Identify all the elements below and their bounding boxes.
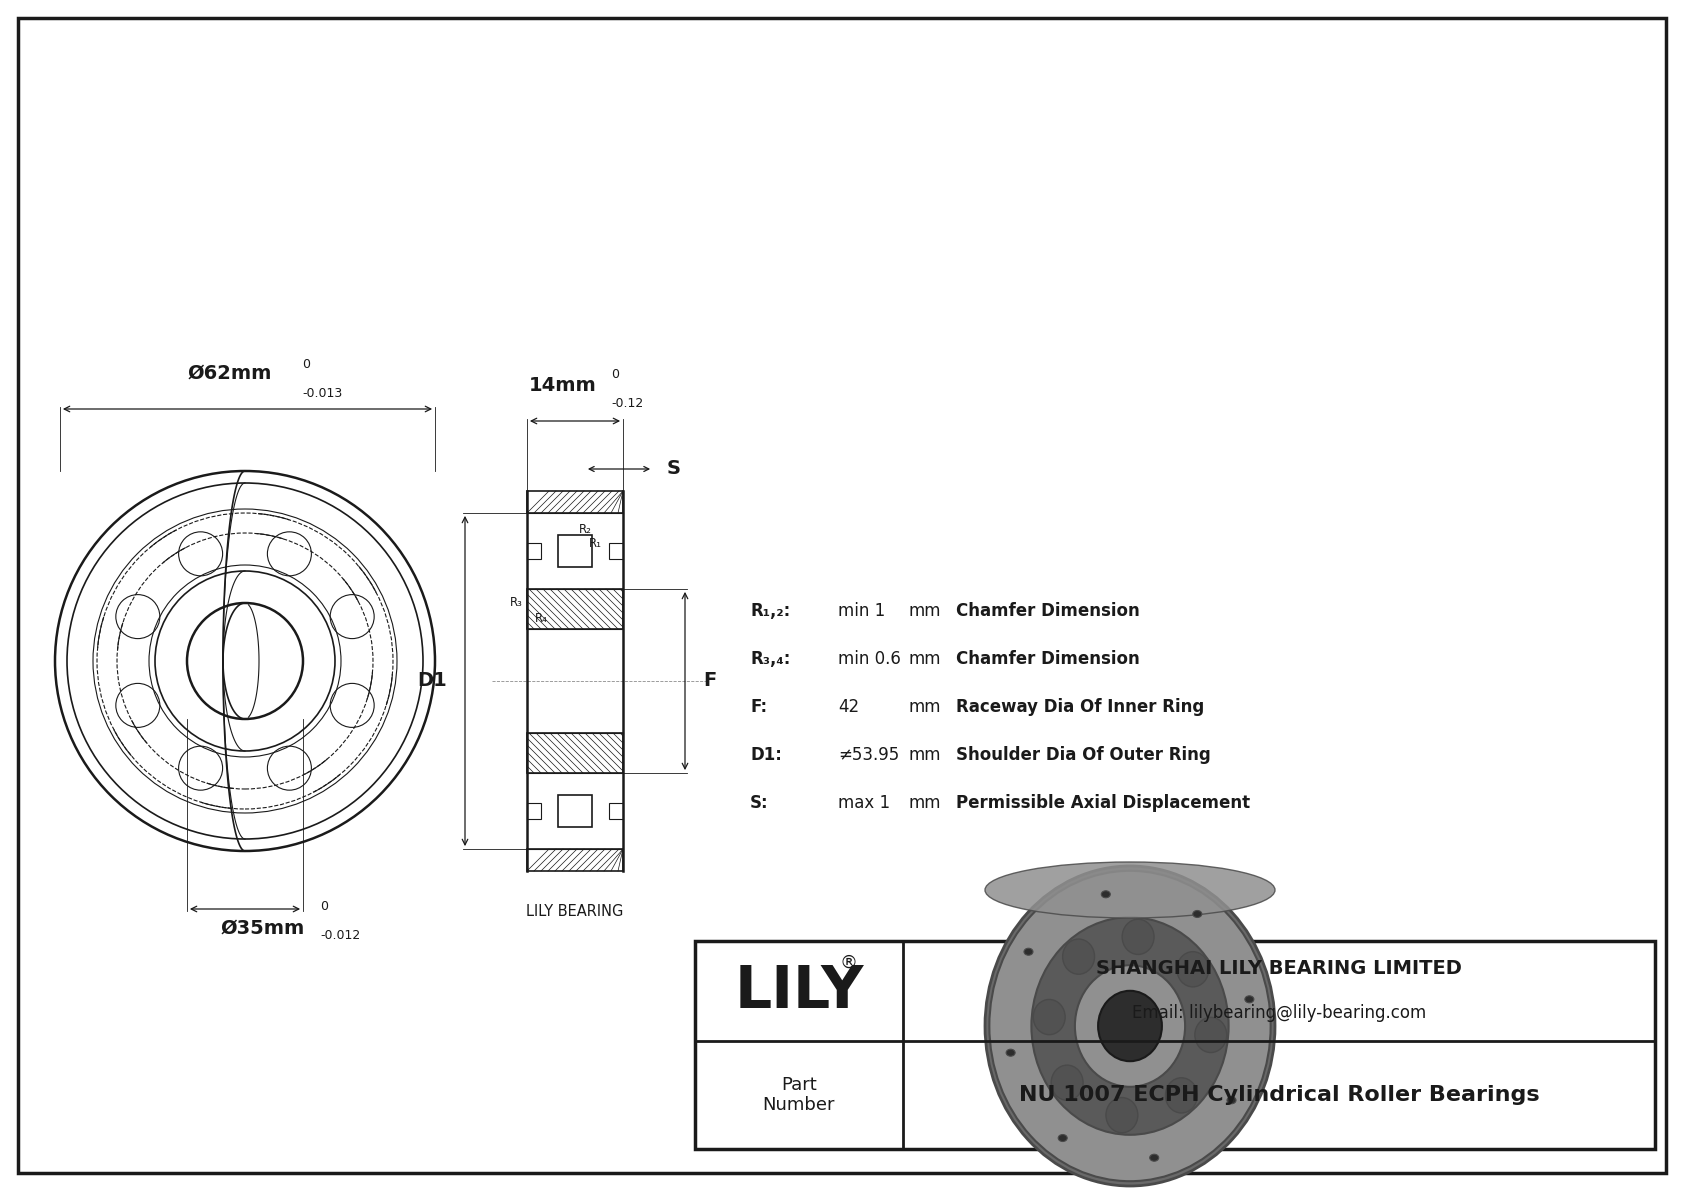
Text: -0.12: -0.12 (611, 397, 643, 410)
Text: mm: mm (908, 746, 940, 763)
Text: Email: lilybearing@lily-bearing.com: Email: lilybearing@lily-bearing.com (1132, 1004, 1426, 1022)
Ellipse shape (1150, 1154, 1159, 1161)
Text: min 1: min 1 (839, 601, 886, 621)
Ellipse shape (1005, 1049, 1015, 1056)
Bar (527, 491, 623, 513)
Text: Part
Number: Part Number (763, 1075, 835, 1115)
Text: Ø62mm: Ø62mm (189, 364, 273, 384)
Text: Chamfer Dimension: Chamfer Dimension (957, 650, 1140, 668)
Ellipse shape (985, 862, 1275, 918)
Text: D1: D1 (418, 672, 446, 691)
Ellipse shape (1192, 910, 1202, 917)
Text: F: F (702, 672, 716, 691)
Text: LILY: LILY (734, 962, 864, 1019)
Ellipse shape (1031, 917, 1229, 1135)
Text: R₂: R₂ (579, 523, 591, 536)
Ellipse shape (1101, 891, 1110, 898)
Bar (527, 543, 541, 559)
Text: mm: mm (908, 794, 940, 812)
Text: mm: mm (908, 601, 940, 621)
Text: Chamfer Dimension: Chamfer Dimension (957, 601, 1140, 621)
Ellipse shape (1058, 1135, 1068, 1141)
Text: R₄: R₄ (536, 612, 547, 625)
Text: SHANGHAI LILY BEARING LIMITED: SHANGHAI LILY BEARING LIMITED (1096, 960, 1462, 979)
Text: ≠53.95: ≠53.95 (839, 746, 899, 763)
Ellipse shape (1024, 948, 1032, 955)
Ellipse shape (1196, 1017, 1226, 1053)
Text: 0: 0 (320, 900, 328, 913)
Text: ®: ® (840, 954, 859, 972)
Bar (557, 796, 593, 827)
Ellipse shape (1074, 965, 1186, 1087)
Text: -0.013: -0.013 (301, 387, 342, 400)
Text: mm: mm (908, 698, 940, 716)
Bar (557, 535, 593, 567)
Text: S: S (667, 460, 680, 479)
Ellipse shape (989, 871, 1271, 1181)
Text: -0.012: -0.012 (320, 929, 360, 942)
Bar (527, 849, 623, 871)
Text: Shoulder Dia Of Outer Ring: Shoulder Dia Of Outer Ring (957, 746, 1211, 763)
Text: max 1: max 1 (839, 794, 891, 812)
Ellipse shape (1063, 939, 1095, 974)
Ellipse shape (1122, 919, 1154, 954)
Text: D1:: D1: (749, 746, 781, 763)
Text: R₁: R₁ (589, 537, 601, 550)
Ellipse shape (1098, 991, 1162, 1061)
Ellipse shape (985, 866, 1275, 1186)
Text: F:: F: (749, 698, 768, 716)
Text: LILY BEARING: LILY BEARING (527, 904, 623, 918)
Text: 14mm: 14mm (529, 376, 596, 395)
Bar (527, 732, 623, 773)
Text: 42: 42 (839, 698, 859, 716)
Text: mm: mm (908, 650, 940, 668)
Ellipse shape (1177, 952, 1209, 987)
Bar (695, 941, 1655, 1149)
Ellipse shape (1165, 1078, 1197, 1112)
Text: Ø35mm: Ø35mm (221, 919, 305, 939)
Bar (610, 803, 623, 819)
Ellipse shape (1228, 1097, 1236, 1104)
Bar (610, 543, 623, 559)
Ellipse shape (1244, 996, 1255, 1003)
Ellipse shape (1106, 1098, 1138, 1133)
Text: Raceway Dia Of Inner Ring: Raceway Dia Of Inner Ring (957, 698, 1204, 716)
Text: Permissible Axial Displacement: Permissible Axial Displacement (957, 794, 1250, 812)
Text: S:: S: (749, 794, 768, 812)
Bar (527, 590, 623, 629)
Text: R₃,₄:: R₃,₄: (749, 650, 790, 668)
Text: 0: 0 (301, 358, 310, 372)
Text: NU 1007 ECPH Cylindrical Roller Bearings: NU 1007 ECPH Cylindrical Roller Bearings (1019, 1085, 1539, 1105)
Text: 0: 0 (611, 368, 620, 381)
Text: R₁,₂:: R₁,₂: (749, 601, 790, 621)
Ellipse shape (1051, 1065, 1083, 1100)
Ellipse shape (1034, 999, 1066, 1035)
Text: min 0.6: min 0.6 (839, 650, 901, 668)
Text: R₃: R₃ (510, 596, 524, 609)
Bar (527, 803, 541, 819)
